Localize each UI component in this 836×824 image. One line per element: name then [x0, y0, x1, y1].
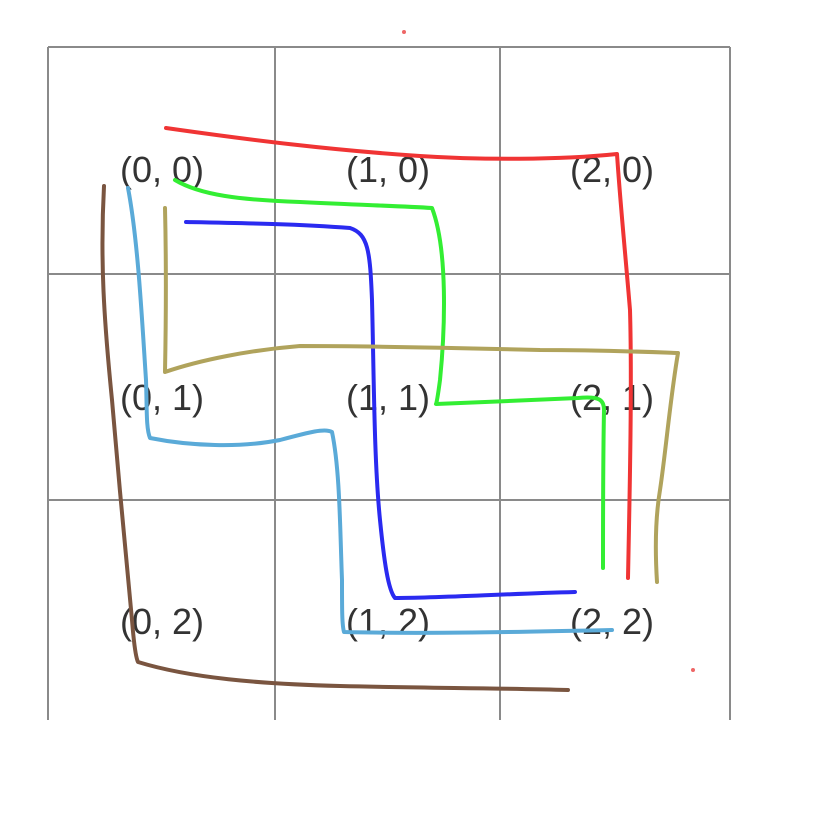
paths — [100, 126, 680, 692]
cell-label-2-2: (2, 2) — [570, 601, 654, 642]
stray-marks — [402, 30, 695, 672]
path-red — [164, 126, 633, 580]
cell-labels: (0, 0) (1, 0) (2, 0) (0, 1) (1, 1) (2, 1… — [120, 149, 654, 642]
cell-label-0-1: (0, 1) — [120, 377, 204, 418]
cell-label-0-0: (0, 0) — [120, 149, 204, 190]
path-blue — [184, 220, 577, 600]
path-brown — [100, 184, 570, 692]
cell-label-1-1: (1, 1) — [346, 377, 430, 418]
path-light-blue — [126, 186, 614, 635]
path-olive — [163, 206, 680, 584]
stray-dot-top — [402, 30, 406, 34]
cell-label-1-2: (1, 2) — [346, 601, 430, 642]
stray-dot-bottom-right — [691, 668, 695, 672]
path-green — [173, 178, 606, 570]
